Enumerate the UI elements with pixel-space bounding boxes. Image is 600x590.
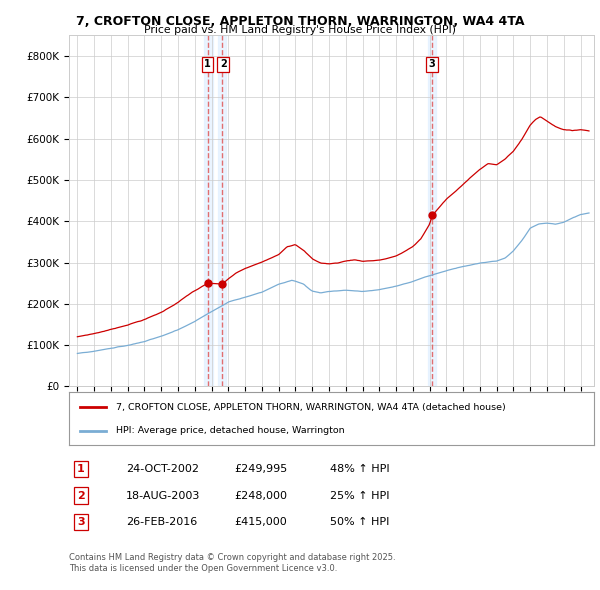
Text: 48% ↑ HPI: 48% ↑ HPI [330, 464, 389, 474]
Text: Price paid vs. HM Land Registry's House Price Index (HPI): Price paid vs. HM Land Registry's House … [144, 25, 456, 35]
Bar [218, 35, 226, 386]
Text: 25% ↑ HPI: 25% ↑ HPI [330, 491, 389, 500]
Text: 7, CROFTON CLOSE, APPLETON THORN, WARRINGTON, WA4 4TA: 7, CROFTON CLOSE, APPLETON THORN, WARRIN… [76, 15, 524, 28]
Text: 2: 2 [77, 491, 85, 500]
Text: 26-FEB-2016: 26-FEB-2016 [126, 517, 197, 527]
Text: 3: 3 [429, 60, 436, 69]
Text: Contains HM Land Registry data © Crown copyright and database right 2025.
This d: Contains HM Land Registry data © Crown c… [69, 553, 395, 573]
Text: HPI: Average price, detached house, Warrington: HPI: Average price, detached house, Warr… [116, 426, 345, 435]
Text: 18-AUG-2003: 18-AUG-2003 [126, 491, 200, 500]
Text: 50% ↑ HPI: 50% ↑ HPI [330, 517, 389, 527]
Text: 3: 3 [77, 517, 85, 527]
Bar [428, 35, 436, 386]
Text: 1: 1 [77, 464, 85, 474]
Bar [204, 35, 212, 386]
Text: £249,995: £249,995 [234, 464, 287, 474]
Text: 1: 1 [204, 60, 211, 69]
Text: 24-OCT-2002: 24-OCT-2002 [126, 464, 199, 474]
Text: 7, CROFTON CLOSE, APPLETON THORN, WARRINGTON, WA4 4TA (detached house): 7, CROFTON CLOSE, APPLETON THORN, WARRIN… [116, 403, 506, 412]
Text: 2: 2 [220, 60, 227, 69]
Text: £415,000: £415,000 [234, 517, 287, 527]
Text: £248,000: £248,000 [234, 491, 287, 500]
